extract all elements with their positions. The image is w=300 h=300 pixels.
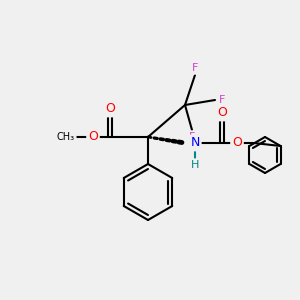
Text: F: F xyxy=(219,95,225,105)
Text: F: F xyxy=(189,132,195,142)
Text: O: O xyxy=(105,103,115,116)
Text: CH₃: CH₃ xyxy=(57,132,75,142)
Text: O: O xyxy=(232,136,242,149)
Text: F: F xyxy=(192,63,198,73)
Text: N: N xyxy=(190,136,200,149)
Text: O: O xyxy=(217,106,227,119)
Text: O: O xyxy=(88,130,98,143)
Text: H: H xyxy=(191,160,199,170)
